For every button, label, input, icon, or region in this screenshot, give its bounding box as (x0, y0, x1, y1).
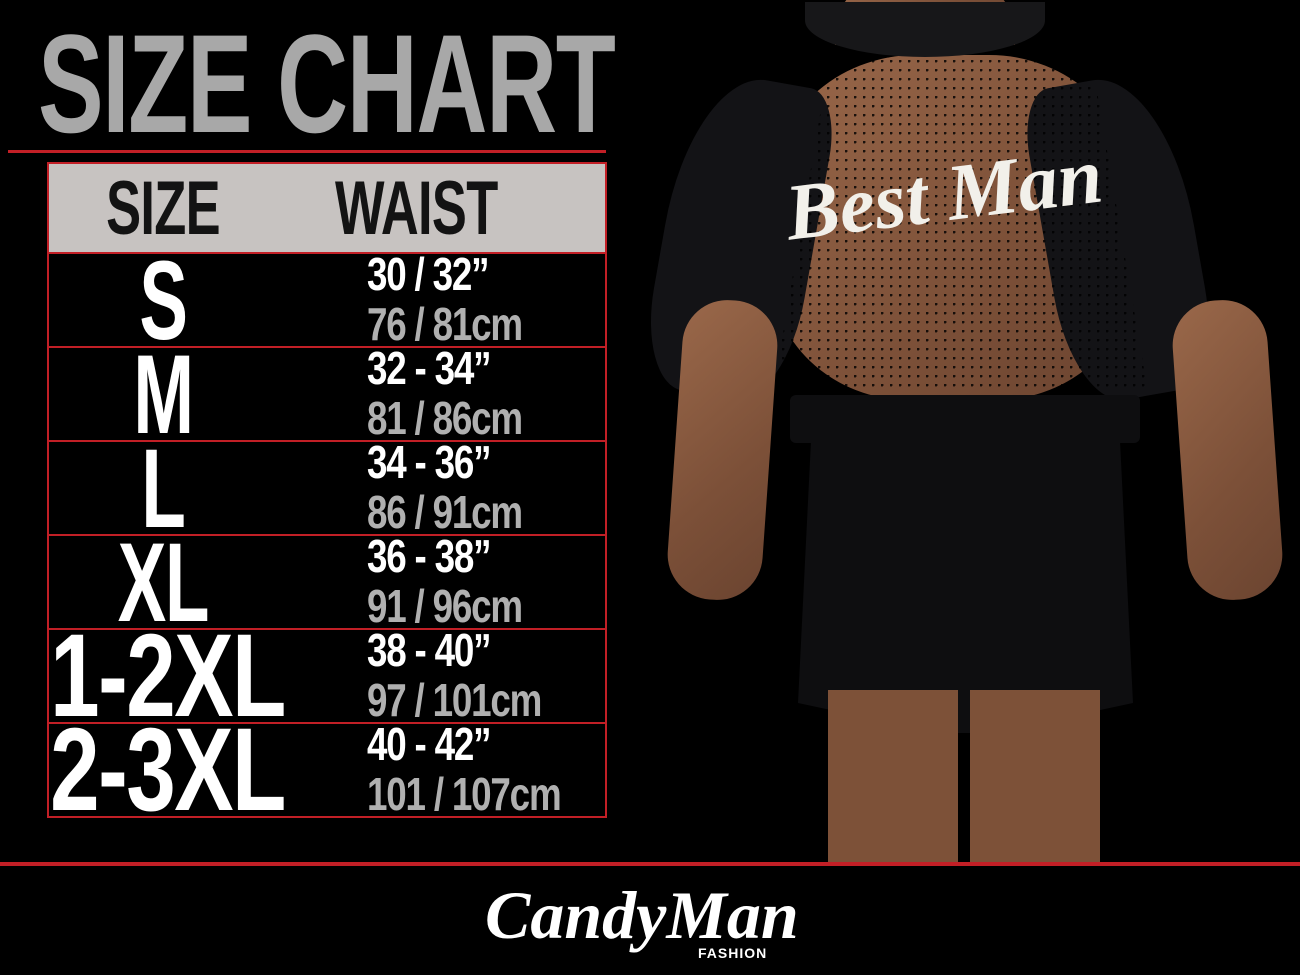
svg-text:FASHION: FASHION (698, 945, 767, 961)
svg-text:Best Man: Best Man (780, 132, 1107, 258)
svg-text:CandyMan: CandyMan (485, 877, 799, 953)
